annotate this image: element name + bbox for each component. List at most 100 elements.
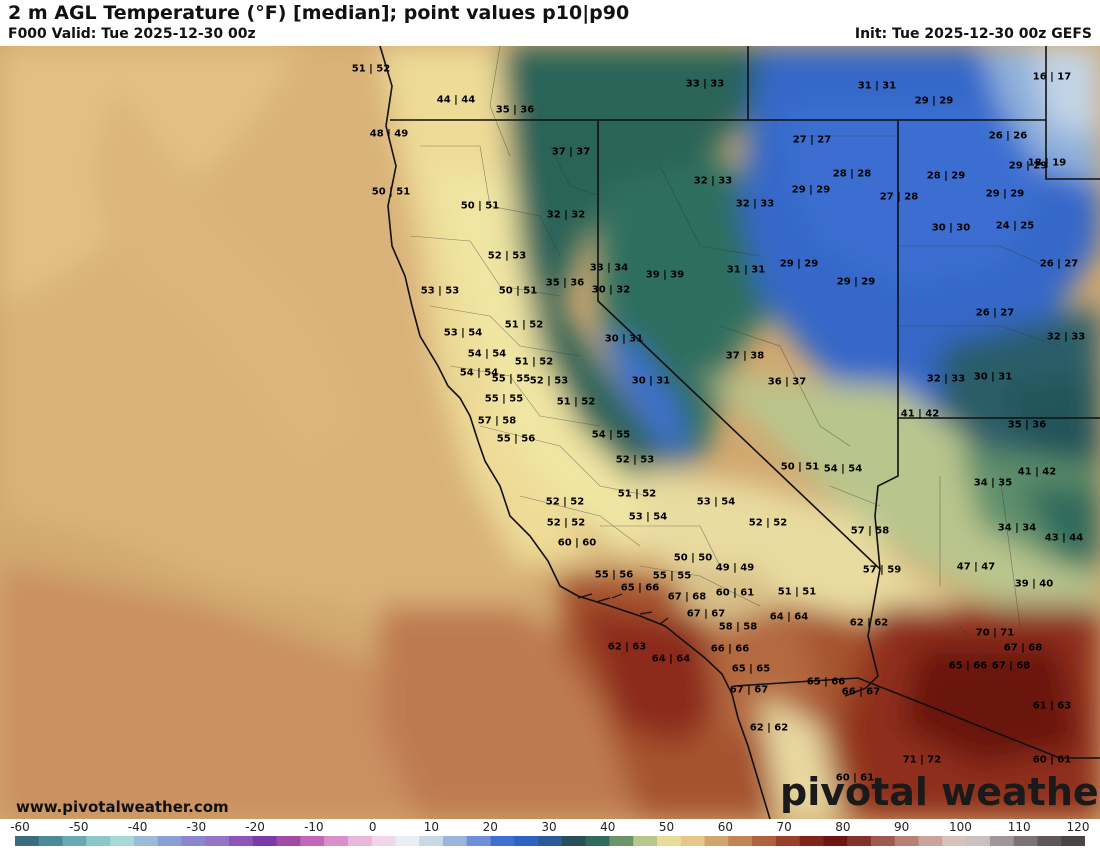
point-value: 53 | 54 xyxy=(443,327,483,339)
color-scale-tick: -50 xyxy=(68,820,89,834)
point-value: 26 | 27 xyxy=(975,307,1015,319)
color-scale-segment xyxy=(181,836,206,846)
point-value: 44 | 44 xyxy=(436,94,476,106)
point-value: 29 | 29 xyxy=(779,258,819,270)
color-scale-segment xyxy=(918,836,943,846)
color-scale-segment xyxy=(229,836,254,846)
color-scale-segment xyxy=(133,836,159,846)
color-scale-segment xyxy=(657,836,682,846)
point-value: 55 | 56 xyxy=(594,569,634,581)
point-value: 53 | 53 xyxy=(420,285,460,297)
point-value: 64 | 64 xyxy=(651,653,691,665)
point-value: 54 | 54 xyxy=(823,463,863,475)
point-value: 43 | 44 xyxy=(1044,532,1084,544)
point-value: 29 | 29 xyxy=(791,184,831,196)
point-value: 67 | 68 xyxy=(667,591,707,603)
point-value: 55 | 56 xyxy=(496,433,536,445)
color-scale-tick: 0 xyxy=(368,820,377,834)
color-scale-segment xyxy=(490,836,515,846)
point-value: 51 | 52 xyxy=(351,63,391,75)
point-value: 26 | 27 xyxy=(1039,258,1079,270)
valid-time: F000 Valid: Tue 2025-12-30 00z xyxy=(8,26,256,42)
point-value: 67 | 68 xyxy=(991,660,1031,672)
color-scale-tick: 80 xyxy=(835,820,851,834)
point-value: 53 | 54 xyxy=(628,511,668,523)
color-scale-segment xyxy=(799,836,825,846)
point-value: 54 | 54 xyxy=(459,367,499,379)
temperature-map[interactable]: 51 | 52 44 | 44 35 | 36 33 | 33 31 | 31 29 | … xyxy=(0,46,1100,819)
point-value: 35 | 36 xyxy=(1007,419,1047,431)
point-value: 67 | 68 xyxy=(1003,642,1043,654)
point-value: 41 | 42 xyxy=(900,408,940,420)
point-value: 66 | 67 xyxy=(841,686,881,698)
color-scale-segment xyxy=(538,836,563,846)
color-scale-segment xyxy=(252,836,278,846)
color-scale: -60 -50 -40 -30 -20 -10 0 10 20 30 40 50 60 70 80 90 100… xyxy=(0,819,1100,850)
point-value: 61 | 63 xyxy=(1032,700,1072,712)
point-value: 57 | 58 xyxy=(850,525,890,537)
map-header: 2 m AGL Temperature (°F) [median]; point… xyxy=(0,0,1100,46)
point-value: 29 | 29 xyxy=(914,95,954,107)
point-value: 31 | 31 xyxy=(857,80,897,92)
point-value: 31 | 31 xyxy=(726,264,766,276)
color-scale-segment xyxy=(1061,836,1085,846)
point-value: 35 | 36 xyxy=(495,104,535,116)
point-value: 39 | 39 xyxy=(645,269,685,281)
point-value: 65 | 66 xyxy=(806,676,846,688)
color-scale-segment xyxy=(157,836,183,846)
point-value: 32 | 32 xyxy=(546,209,586,221)
point-value: 62 | 62 xyxy=(849,617,889,629)
point-value: 27 | 27 xyxy=(792,134,832,146)
color-scale-segment xyxy=(371,836,397,846)
point-value: 57 | 58 xyxy=(477,415,517,427)
point-value: 65 | 66 xyxy=(948,660,988,672)
point-value: 27 | 28 xyxy=(879,191,919,203)
color-scale-segment xyxy=(38,836,64,846)
color-scale-tick: 60 xyxy=(717,820,733,834)
point-value: 37 | 37 xyxy=(551,146,591,158)
color-scale-segment xyxy=(15,836,40,846)
color-scale-segment xyxy=(205,836,230,846)
point-value: 70 | 71 xyxy=(975,627,1015,639)
color-scale-tick: 70 xyxy=(776,820,792,834)
point-value: 32 | 33 xyxy=(926,373,966,385)
site-url[interactable]: www.pivotalweather.com xyxy=(16,798,229,816)
point-value: 30 | 31 xyxy=(973,371,1013,383)
color-scale-segment xyxy=(419,836,444,846)
color-scale-segment xyxy=(300,836,325,846)
color-scale-segment xyxy=(847,836,872,846)
point-value: 66 | 66 xyxy=(710,643,750,655)
point-value: 41 | 42 xyxy=(1017,466,1057,478)
point-value: 26 | 26 xyxy=(988,130,1028,142)
color-scale-segment xyxy=(276,836,301,846)
point-value: 64 | 64 xyxy=(769,611,809,623)
point-value: 36 | 37 xyxy=(767,376,807,388)
point-value: 50 | 50 xyxy=(673,552,713,564)
point-value: 32 | 33 xyxy=(693,175,733,187)
point-value: 60 | 61 xyxy=(1032,754,1072,766)
point-value: 55 | 55 xyxy=(491,373,531,385)
color-scale-segment xyxy=(966,836,991,846)
point-value: 51 | 52 xyxy=(617,488,657,500)
point-value: 52 | 52 xyxy=(545,496,585,508)
color-scale-tick: -10 xyxy=(304,820,324,834)
point-value: 65 | 66 xyxy=(620,582,660,594)
point-value: 53 | 54 xyxy=(696,496,736,508)
point-value: 54 | 55 xyxy=(591,429,631,441)
color-scale-segment xyxy=(86,836,111,846)
point-value: 60 | 60 xyxy=(557,537,597,549)
point-value: 58 | 58 xyxy=(718,621,758,633)
point-value: 67 | 67 xyxy=(686,608,726,620)
point-value: 33 | 33 xyxy=(685,78,725,90)
color-scale-segment xyxy=(1013,836,1039,846)
color-scale-segment xyxy=(609,836,634,846)
point-value: 32 | 33 xyxy=(1046,331,1086,343)
point-value: 50 | 51 xyxy=(371,186,411,198)
color-scale-segment xyxy=(1037,836,1062,846)
point-value: 62 | 62 xyxy=(749,722,789,734)
color-scale-segment xyxy=(871,836,896,846)
point-value: 57 | 59 xyxy=(862,564,902,576)
point-value: 29 | 29 xyxy=(985,188,1025,200)
color-scale-segment xyxy=(62,836,87,846)
point-value: 52 | 52 xyxy=(748,517,788,529)
